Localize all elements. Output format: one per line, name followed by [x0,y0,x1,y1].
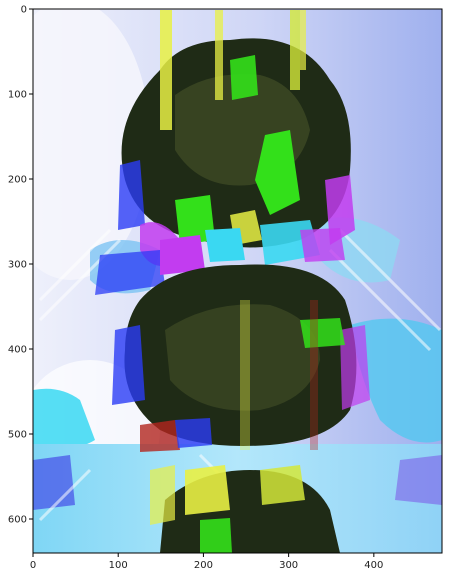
y-tick-label: 300 [8,260,27,271]
y-tick-label: 100 [8,90,27,101]
x-tick-label: 100 [109,560,128,571]
x-tick-label: 300 [279,560,298,571]
y-axis-ticks: 0 100 200 300 400 500 600 [8,5,33,526]
x-tick-label: 400 [364,560,383,571]
x-axis-ticks: 0 100 200 300 400 [30,553,383,571]
y-tick-label: 400 [8,345,27,356]
y-tick-label: 600 [8,515,27,526]
x-tick-label: 0 [30,560,36,571]
x-tick-label: 200 [194,560,213,571]
axes-frame [32,8,443,554]
y-tick-label: 0 [21,5,27,16]
y-tick-label: 200 [8,175,27,186]
y-tick-label: 500 [8,430,27,441]
image-area [33,9,442,553]
